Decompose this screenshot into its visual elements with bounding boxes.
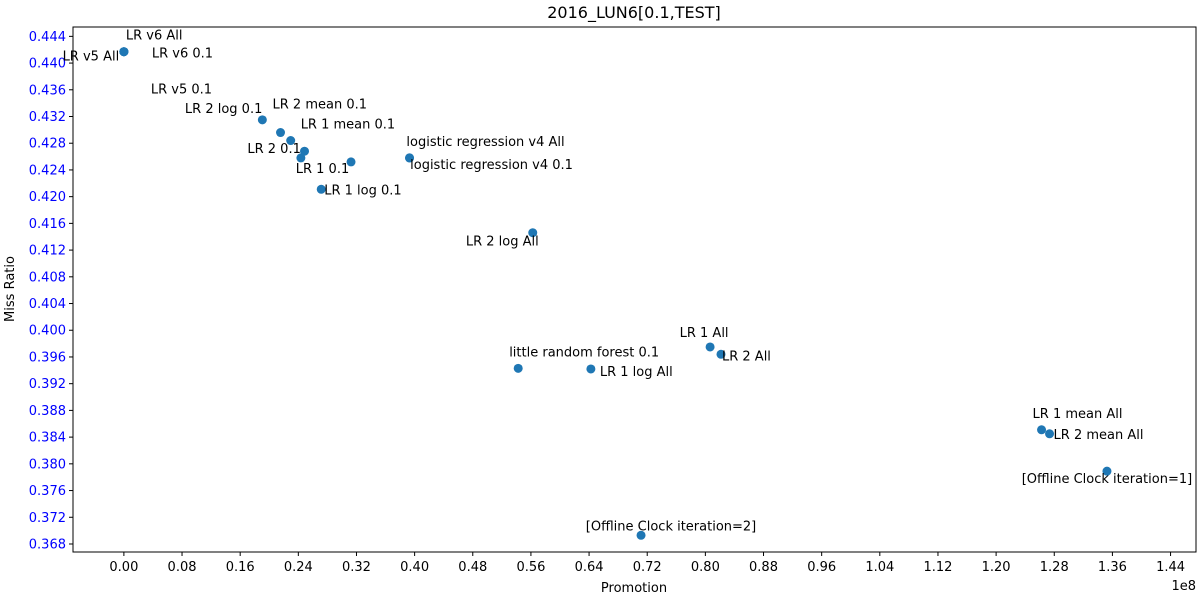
point-label: LR 2 mean All (1054, 428, 1144, 443)
y-axis: 0.368 0.372 0.376 0.380 0.384 0.388 0.392 0.396… (29, 30, 73, 552)
y-tick-label: 0.408 (29, 270, 66, 285)
y-tick-label: 0.432 (29, 110, 66, 125)
x-tick-label: 1.44 (1156, 560, 1185, 575)
data-point (300, 146, 310, 156)
point-label: LR 1 log All (600, 365, 673, 380)
y-tick-label: 0.388 (29, 404, 66, 419)
y-tick-label: 0.392 (29, 377, 66, 392)
point-label: LR 1 mean All (1033, 407, 1123, 422)
y-tick-label: 0.380 (29, 457, 66, 472)
y-tick-label: 0.440 (29, 57, 66, 72)
x-axis: 0.00 0.08 0.16 0.24 0.32 0.40 0.48 0.56 0.64 0.72… (109, 552, 1185, 575)
x-tick-label: 0.24 (284, 560, 313, 575)
data-point (528, 228, 538, 238)
chart-title: 2016_LUN6[0.1,TEST] (547, 3, 721, 23)
point-label: LR 2 0.1 (247, 142, 301, 157)
data-point (586, 364, 596, 374)
point-label: LR 1 log 0.1 (324, 183, 401, 198)
data-point (1102, 466, 1112, 476)
point-label: [Offline Clock iteration=1] (1022, 472, 1192, 487)
y-tick-label: 0.428 (29, 137, 66, 152)
point-label: logistic regression v4 All (406, 135, 564, 150)
y-tick-label: 0.436 (29, 83, 66, 98)
data-point (296, 153, 306, 163)
data-point (286, 136, 296, 146)
point-label: LR v6 0.1 (152, 47, 213, 62)
y-tick-label: 0.424 (29, 163, 66, 178)
data-point (1045, 429, 1055, 439)
y-tick-label: 0.412 (29, 244, 66, 259)
y-tick-label: 0.404 (29, 297, 66, 312)
axes-frame (72, 26, 1197, 553)
y-tick-label: 0.372 (29, 511, 66, 526)
point-label: LR 2 mean 0.1 (273, 98, 368, 113)
x-tick-label: 1.28 (1040, 560, 1069, 575)
x-tick-label: 0.48 (458, 560, 487, 575)
x-tick-label: 1.04 (865, 560, 894, 575)
data-point (405, 153, 415, 163)
x-tick-label: 0.72 (633, 560, 662, 575)
x-tick-label: 0.40 (400, 560, 429, 575)
x-tick-label: 1.20 (982, 560, 1011, 575)
x-tick-label: 0.88 (749, 560, 778, 575)
data-point (276, 128, 286, 138)
x-tick-label: 0.96 (807, 560, 836, 575)
point-label: LR 2 All (722, 349, 771, 364)
data-point (316, 184, 326, 194)
data-points (119, 47, 1112, 540)
x-tick-label: 0.16 (226, 560, 255, 575)
y-tick-label: 0.416 (29, 217, 66, 232)
data-point (1037, 425, 1047, 435)
x-tick-label: 1.12 (923, 560, 952, 575)
y-tick-label: 0.384 (29, 431, 66, 446)
data-point (636, 530, 646, 540)
y-tick-label: 0.368 (29, 537, 66, 552)
point-label: LR v5 All (63, 50, 120, 65)
data-point (705, 342, 715, 352)
point-label: LR 1 0.1 (296, 162, 350, 177)
point-labels: LR v6 All LR v5 All LR v6 0.1 LR v5 0.1 LR 2… (63, 29, 1193, 535)
x-tick-label: 0.08 (168, 560, 197, 575)
y-axis-label: Miss Ratio (3, 256, 18, 322)
x-tick-label: 0.64 (575, 560, 604, 575)
plot-area (72, 26, 1197, 553)
point-label: logistic regression v4 0.1 (410, 158, 573, 173)
point-label: LR 1 mean 0.1 (301, 118, 396, 133)
point-label: LR 2 log 0.1 (185, 102, 262, 117)
x-axis-label: Promotion (601, 581, 667, 596)
data-point (119, 47, 129, 57)
data-point (346, 157, 356, 167)
y-tick-label: 0.420 (29, 190, 66, 205)
y-tick-label: 0.444 (29, 30, 66, 45)
point-label: little random forest 0.1 (509, 345, 659, 360)
x-tick-label: 0.32 (342, 560, 371, 575)
point-label: LR 2 log All (466, 235, 539, 250)
x-tick-label: 0.00 (109, 560, 138, 575)
data-point (716, 349, 726, 359)
point-label: LR v5 0.1 (151, 83, 212, 98)
point-label: LR v6 All (126, 29, 183, 44)
y-tick-label: 0.400 (29, 324, 66, 339)
x-tick-label: 1.36 (1098, 560, 1127, 575)
y-tick-label: 0.376 (29, 484, 66, 499)
data-point (257, 115, 267, 125)
y-tick-label: 0.396 (29, 350, 66, 365)
x-axis-offset-label: 1e8 (1171, 579, 1196, 594)
point-label: LR 1 All (680, 326, 729, 341)
data-point (513, 363, 523, 373)
x-tick-label: 0.80 (691, 560, 720, 575)
x-tick-label: 0.56 (516, 560, 545, 575)
point-label: [Offline Clock iteration=2] (586, 519, 756, 534)
